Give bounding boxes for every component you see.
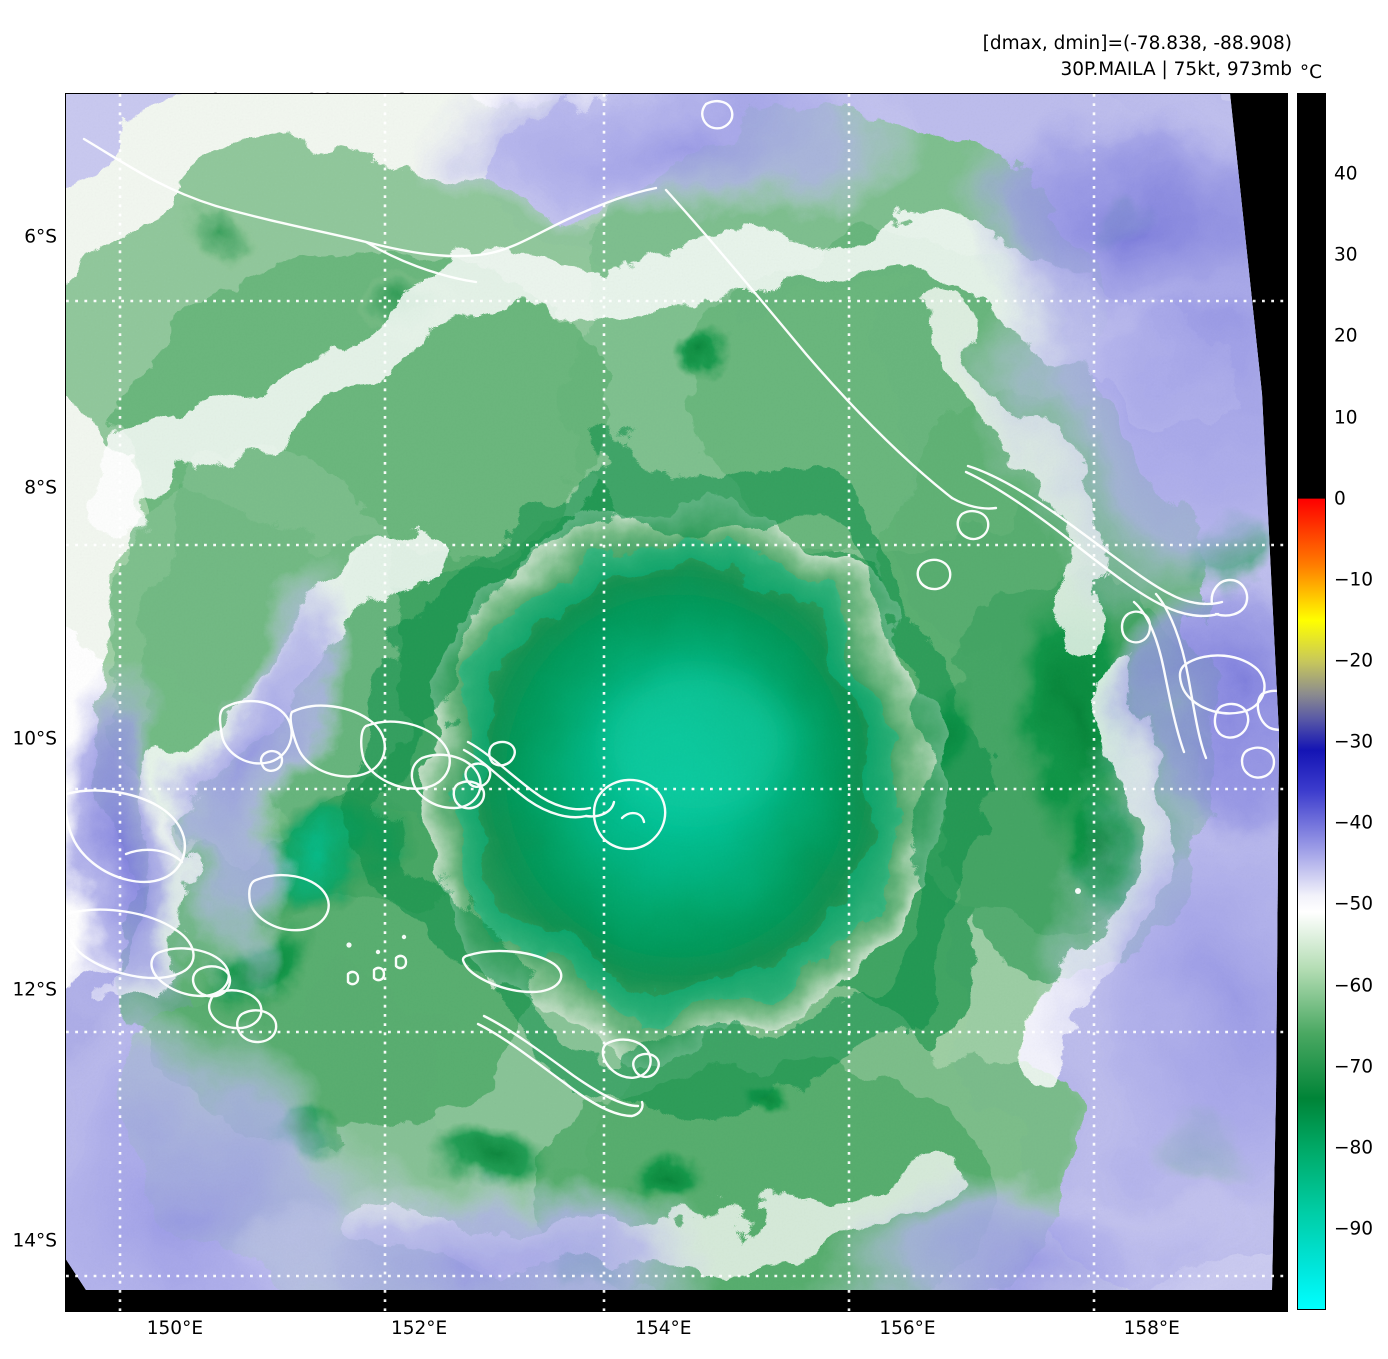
satellite-image-plot: Copyright © 2020-2026 Dapiya bbox=[65, 93, 1288, 1312]
x-tick-1: 152°E bbox=[390, 1318, 448, 1339]
colorbar-tick-6: −20 bbox=[1334, 650, 1374, 672]
x-tick-3: 156°E bbox=[879, 1318, 936, 1339]
storm-info-text: 30P.MAILA | 75kt, 973mb bbox=[1060, 59, 1293, 81]
map-gridlines bbox=[66, 94, 1287, 1311]
x-tick-2: 154°E bbox=[635, 1318, 692, 1339]
x-tick-0: 150°E bbox=[146, 1318, 204, 1339]
y-tick-2: 10°S bbox=[12, 728, 57, 750]
colorbar-tick-2: 20 bbox=[1334, 325, 1358, 347]
metadata-block: [dmax, dmin]=(-78.838, -88.908) 30P.MAIL… bbox=[983, 31, 1292, 84]
y-tick-3: 12°S bbox=[12, 979, 57, 1001]
x-tick-4: 158°E bbox=[1123, 1318, 1180, 1339]
colorbar-tick-1: 30 bbox=[1334, 244, 1358, 266]
y-tick-1: 8°S bbox=[24, 477, 57, 499]
colorbar-tick-7: −30 bbox=[1334, 731, 1374, 753]
colorbar-tick-9: −50 bbox=[1334, 893, 1374, 915]
colorbar bbox=[1297, 93, 1326, 1310]
colorbar-tick-3: 10 bbox=[1334, 407, 1358, 428]
colorbar-tick-5: −10 bbox=[1334, 569, 1374, 591]
y-tick-4: 14°S bbox=[12, 1230, 57, 1252]
colorbar-tick-4: 0 bbox=[1334, 488, 1346, 510]
colorbar-unit-label: °C bbox=[1299, 62, 1323, 83]
colorbar-tick-10: −60 bbox=[1334, 975, 1374, 996]
dminmax-text: [dmax, dmin]=(-78.838, -88.908) bbox=[982, 33, 1292, 54]
colorbar-tick-8: −40 bbox=[1334, 812, 1374, 834]
y-tick-0: 6°S bbox=[24, 226, 57, 248]
colorbar-tick-12: −80 bbox=[1334, 1137, 1374, 1159]
coastline-overlay bbox=[66, 100, 1279, 1118]
colorbar-tick-13: −90 bbox=[1334, 1218, 1374, 1240]
colorbar-tick-11: −70 bbox=[1334, 1056, 1374, 1078]
colorbar-tick-0: 40 bbox=[1334, 163, 1358, 185]
colorbar-gradient bbox=[1298, 94, 1325, 1309]
